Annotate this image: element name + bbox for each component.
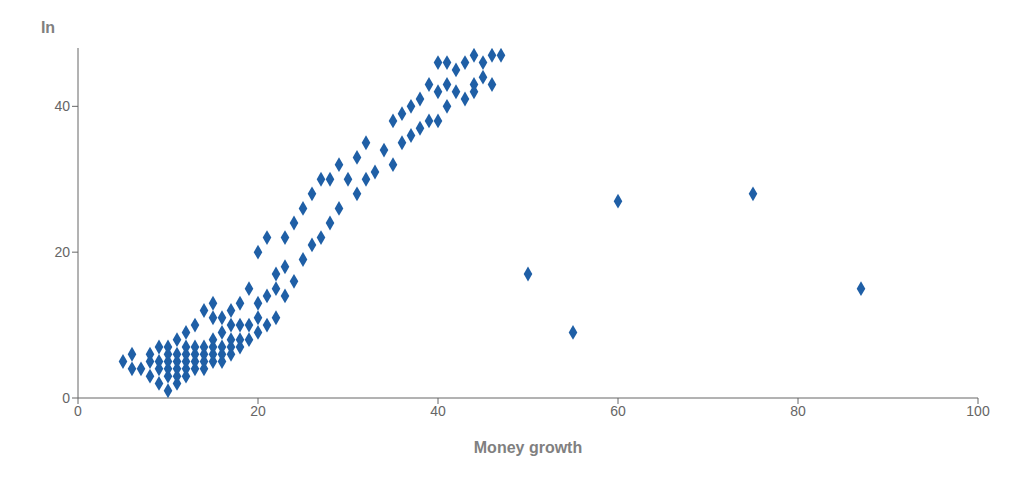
svg-text:0: 0 xyxy=(62,390,70,406)
svg-text:0: 0 xyxy=(74,403,82,419)
svg-text:100: 100 xyxy=(966,403,990,419)
svg-text:In: In xyxy=(41,19,55,36)
svg-text:20: 20 xyxy=(54,244,70,260)
svg-text:80: 80 xyxy=(790,403,806,419)
svg-text:40: 40 xyxy=(54,98,70,114)
svg-text:Money growth: Money growth xyxy=(474,439,582,456)
svg-text:40: 40 xyxy=(430,403,446,419)
svg-text:60: 60 xyxy=(610,403,626,419)
svg-text:20: 20 xyxy=(250,403,266,419)
